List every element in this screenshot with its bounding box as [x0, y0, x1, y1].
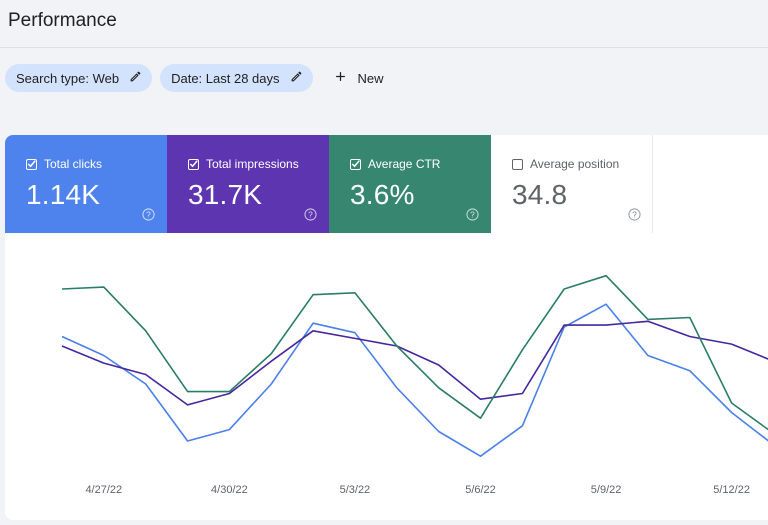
date-range-label: Date: Last 28 days — [171, 70, 280, 86]
metric-label: Total impressions — [206, 157, 299, 171]
search-type-label: Search type: Web — [16, 70, 120, 86]
checkbox-checked-icon[interactable] — [350, 158, 361, 170]
new-filter-label: New — [357, 70, 384, 86]
performance-card: 4/27/22 4/30/22 5/3/22 5/6/22 5/9/22 5/12/22 … — [5, 135, 768, 520]
x-tick-label: 5/3/22 — [340, 484, 371, 496]
x-tick-label: 5/6/22 — [465, 484, 496, 496]
metric-label: Average position — [530, 157, 620, 171]
search-type-chip[interactable]: Search type: Web — [5, 64, 153, 92]
new-filter-button[interactable]: New — [321, 64, 396, 92]
metric-value: 3.6% — [350, 179, 415, 210]
x-tick-label: 4/30/22 — [211, 484, 248, 496]
series-line-1 — [61, 320, 768, 406]
x-tick-label: 5/9/22 — [591, 484, 622, 496]
series-line-2 — [61, 274, 768, 431]
series-line-0 — [61, 303, 768, 458]
filter-toolbar: Search type: Web Date: Last 28 days New — [5, 64, 396, 92]
metric-card-total-clicks[interactable]: Total clicks 1.14K ? — [5, 135, 167, 233]
x-tick-label: 5/12/22 — [713, 484, 750, 496]
metric-value: 31.7K — [188, 179, 263, 210]
metric-value: 1.14K — [26, 179, 101, 210]
checkbox-checked-icon[interactable] — [26, 158, 37, 170]
help-icon[interactable]: ? — [142, 208, 155, 221]
metric-card-average-ctr[interactable]: Average CTR 3.6% ? — [329, 135, 491, 233]
metric-card-total-impressions[interactable]: Total impressions 31.7K ? — [167, 135, 329, 233]
date-range-chip[interactable]: Date: Last 28 days — [160, 64, 313, 92]
help-icon[interactable]: ? — [466, 208, 479, 221]
pencil-icon — [129, 70, 142, 86]
checkbox-unchecked-icon[interactable] — [512, 158, 523, 170]
metric-label: Total clicks — [44, 157, 103, 171]
help-icon[interactable]: ? — [628, 208, 641, 221]
metric-cards: Total clicks 1.14K ? Total impressions 3… — [5, 135, 653, 233]
help-icon[interactable]: ? — [304, 208, 317, 221]
svg-text:?: ? — [146, 209, 151, 219]
header-divider — [0, 47, 768, 48]
performance-chart: 4/27/22 4/30/22 5/3/22 5/6/22 5/9/22 5/12/22 — [61, 274, 768, 496]
plus-icon — [333, 69, 348, 87]
svg-text:?: ? — [470, 209, 475, 219]
pencil-icon — [290, 70, 303, 86]
svg-text:?: ? — [632, 209, 637, 219]
metric-label: Average CTR — [368, 157, 441, 171]
svg-text:?: ? — [308, 209, 313, 219]
metric-card-average-position[interactable]: Average position 34.8 ? — [491, 135, 653, 233]
page-title: Performance — [8, 10, 117, 31]
checkbox-checked-icon[interactable] — [188, 158, 199, 170]
x-tick-label: 4/27/22 — [85, 484, 122, 496]
metric-value: 34.8 — [512, 179, 568, 210]
